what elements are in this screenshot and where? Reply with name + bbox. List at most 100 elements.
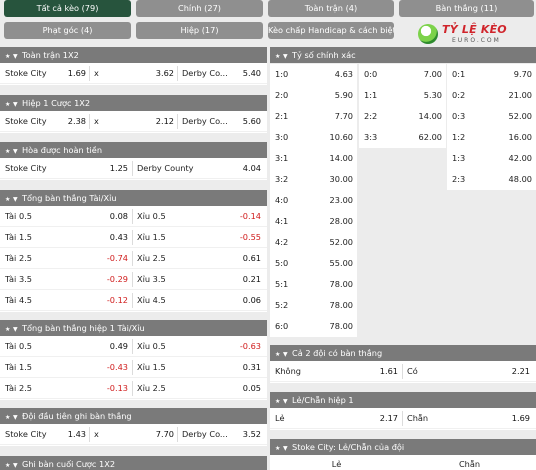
correct-score-cell[interactable]: 4:1 28.00 xyxy=(270,211,357,232)
under-odds[interactable]: 0.05 xyxy=(242,383,261,393)
odd-odds[interactable]: 2.17 xyxy=(379,413,398,423)
star-icon[interactable]: ★ xyxy=(5,101,11,108)
correct-score-cell[interactable]: 6:0 78.00 xyxy=(270,316,357,337)
correct-score-cell[interactable]: 2:0 5.90 xyxy=(270,85,357,106)
correct-score-cell[interactable]: 3:2 30.00 xyxy=(270,169,357,190)
correct-score-cell[interactable]: 4:0 23.00 xyxy=(270,190,357,211)
correct-score-cell[interactable]: 0:1 9.70 xyxy=(447,64,536,85)
star-icon[interactable]: ★ xyxy=(5,148,11,155)
over-odds[interactable]: -0.43 xyxy=(106,362,128,372)
under-odds[interactable]: 0.61 xyxy=(242,253,261,263)
panel-header[interactable]: ★ ▼ Tổng bàn thắng Tài/Xỉu xyxy=(0,190,267,206)
home-odds[interactable]: 2.38 xyxy=(67,116,86,126)
score-odds[interactable]: 21.00 xyxy=(508,90,532,100)
panel-header[interactable]: ★ ▼ Đội đầu tiên ghi bàn thắng xyxy=(0,408,267,424)
score-odds[interactable]: 10.60 xyxy=(329,132,353,142)
draw-odds[interactable]: 2.12 xyxy=(155,116,174,126)
tab-halves[interactable]: Hiệp (17) xyxy=(136,22,263,39)
correct-score-cell[interactable]: 0:0 7.00 xyxy=(359,64,446,85)
score-odds[interactable]: 5.30 xyxy=(423,90,442,100)
correct-score-cell[interactable]: 1:1 5.30 xyxy=(359,85,446,106)
yes-odds[interactable]: 2.21 xyxy=(511,366,530,376)
collapse-arrow-icon[interactable]: ▼ xyxy=(283,53,288,60)
under-odds[interactable]: -0.14 xyxy=(239,211,261,221)
panel-header[interactable]: ★ ▼ Toàn trận 1X2 xyxy=(0,47,267,63)
away-odds[interactable]: 3.52 xyxy=(242,429,261,439)
collapse-arrow-icon[interactable]: ▼ xyxy=(283,445,288,452)
tab-main[interactable]: Chính (27) xyxy=(136,0,263,17)
star-icon[interactable]: ★ xyxy=(5,53,11,60)
correct-score-cell[interactable]: 5:1 78.00 xyxy=(270,274,357,295)
score-odds[interactable]: 55.00 xyxy=(329,258,353,268)
collapse-arrow-icon[interactable]: ▼ xyxy=(13,148,18,155)
score-odds[interactable]: 48.00 xyxy=(508,174,532,184)
site-logo[interactable]: TỶ LỆ KÈO EURO.COM xyxy=(408,21,530,49)
score-odds[interactable]: 4.63 xyxy=(334,69,353,79)
tab-corners[interactable]: Phạt góc (4) xyxy=(4,22,131,39)
draw-odds[interactable]: 7.70 xyxy=(155,429,174,439)
score-odds[interactable]: 52.00 xyxy=(329,237,353,247)
tab-fulltime[interactable]: Toàn trận (4) xyxy=(268,0,394,17)
collapse-arrow-icon[interactable]: ▼ xyxy=(13,326,18,333)
star-icon[interactable]: ★ xyxy=(5,326,11,333)
star-icon[interactable]: ★ xyxy=(5,414,11,421)
over-odds[interactable]: -0.74 xyxy=(106,253,128,263)
score-odds[interactable]: 78.00 xyxy=(329,279,353,289)
panel-header[interactable]: ★ ▼ Ghi bàn cuối Cược 1X2 xyxy=(0,456,267,470)
correct-score-cell[interactable]: 1:0 4.63 xyxy=(270,64,357,85)
correct-score-cell[interactable]: 3:0 10.60 xyxy=(270,127,357,148)
correct-score-cell[interactable]: 1:2 16.00 xyxy=(447,127,536,148)
correct-score-cell[interactable]: 4:2 52.00 xyxy=(270,232,357,253)
collapse-arrow-icon[interactable]: ▼ xyxy=(13,53,18,60)
tab-all[interactable]: Tất cả kèo (79) xyxy=(4,0,131,17)
star-icon[interactable]: ★ xyxy=(275,351,281,358)
star-icon[interactable]: ★ xyxy=(275,398,281,405)
over-odds[interactable]: 0.08 xyxy=(109,211,128,221)
correct-score-cell[interactable]: 3:3 62.00 xyxy=(359,127,446,148)
score-odds[interactable]: 42.00 xyxy=(508,153,532,163)
correct-score-cell[interactable]: 2:2 14.00 xyxy=(359,106,446,127)
panel-header[interactable]: ★ ▼ Hiệp 1 Cược 1X2 xyxy=(0,95,267,111)
star-icon[interactable]: ★ xyxy=(5,196,11,203)
under-odds[interactable]: -0.63 xyxy=(239,341,261,351)
under-odds[interactable]: 0.31 xyxy=(242,362,261,372)
away-odds[interactable]: 5.40 xyxy=(242,68,261,78)
panel-header[interactable]: ★ ▼ Tổng bàn thắng hiệp 1 Tài/Xỉu xyxy=(0,320,267,336)
away-odds[interactable]: 5.60 xyxy=(242,116,261,126)
score-odds[interactable]: 23.00 xyxy=(329,195,353,205)
star-icon[interactable]: ★ xyxy=(275,53,281,60)
panel-header[interactable]: ★ ▼ Tỷ số chính xác xyxy=(270,47,536,63)
correct-score-cell[interactable]: 2:1 7.70 xyxy=(270,106,357,127)
score-odds[interactable]: 62.00 xyxy=(418,132,442,142)
score-odds[interactable]: 78.00 xyxy=(329,300,353,310)
home-odds[interactable]: 1.43 xyxy=(67,429,86,439)
correct-score-cell[interactable]: 2:3 48.00 xyxy=(447,169,536,190)
star-icon[interactable]: ★ xyxy=(275,445,281,452)
score-odds[interactable]: 16.00 xyxy=(508,132,532,142)
correct-score-cell[interactable]: 5:2 78.00 xyxy=(270,295,357,316)
score-odds[interactable]: 28.00 xyxy=(329,216,353,226)
collapse-arrow-icon[interactable]: ▼ xyxy=(283,398,288,405)
collapse-arrow-icon[interactable]: ▼ xyxy=(283,351,288,358)
over-odds[interactable]: -0.13 xyxy=(106,383,128,393)
tab-goals[interactable]: Bàn thắng (11) xyxy=(399,0,534,17)
star-icon[interactable]: ★ xyxy=(5,462,11,469)
collapse-arrow-icon[interactable]: ▼ xyxy=(13,196,18,203)
over-odds[interactable]: 0.49 xyxy=(109,341,128,351)
tab-handicap[interactable]: Kèo chấp Handicap & cách biệt (3) xyxy=(268,22,394,39)
panel-header[interactable]: ★ ▼ Stoke City: Lẻ/Chẵn của đội xyxy=(270,439,536,455)
correct-score-cell[interactable]: 3:1 14.00 xyxy=(270,148,357,169)
score-odds[interactable]: 14.00 xyxy=(329,153,353,163)
correct-score-cell[interactable]: 0:3 52.00 xyxy=(447,106,536,127)
collapse-arrow-icon[interactable]: ▼ xyxy=(13,414,18,421)
score-odds[interactable]: 9.70 xyxy=(513,69,532,79)
away-odds[interactable]: 4.04 xyxy=(242,163,261,173)
score-odds[interactable]: 14.00 xyxy=(418,111,442,121)
score-odds[interactable]: 7.00 xyxy=(423,69,442,79)
draw-odds[interactable]: 3.62 xyxy=(155,68,174,78)
over-odds[interactable]: -0.12 xyxy=(106,295,128,305)
correct-score-cell[interactable]: 5:0 55.00 xyxy=(270,253,357,274)
score-odds[interactable]: 30.00 xyxy=(329,174,353,184)
over-odds[interactable]: 0.43 xyxy=(109,232,128,242)
home-odds[interactable]: 1.69 xyxy=(67,68,86,78)
